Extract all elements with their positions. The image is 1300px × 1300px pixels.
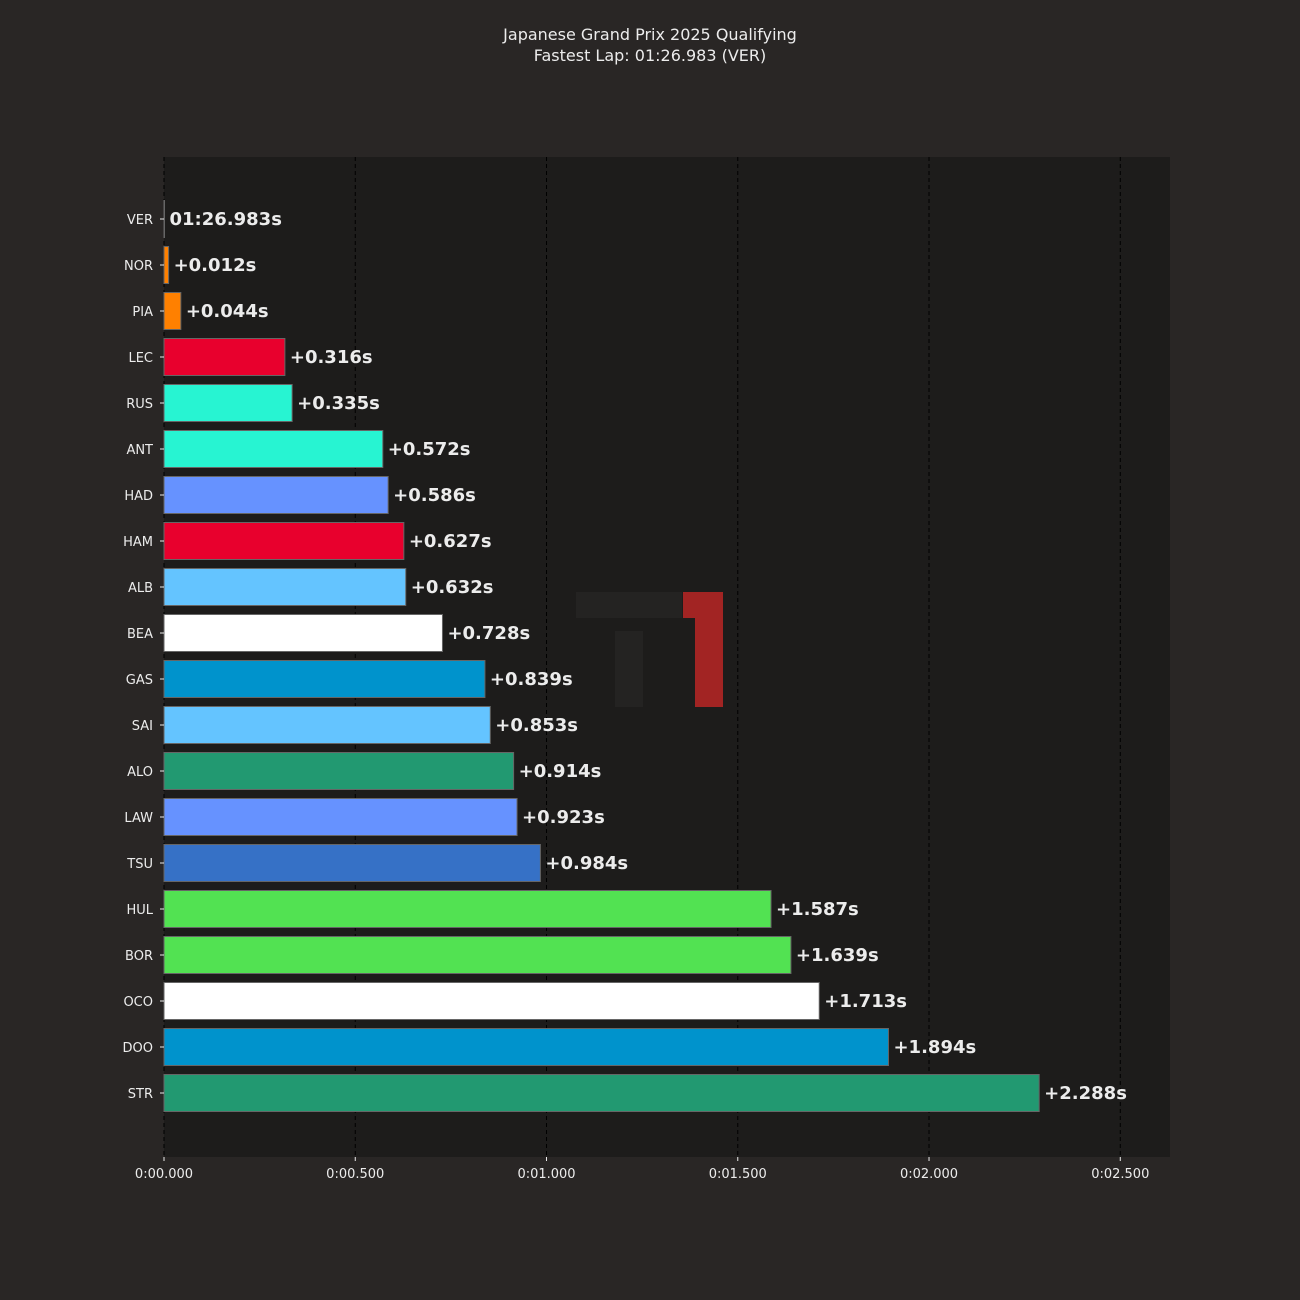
y-tick-label: RUS [126,397,153,412]
value-label: +0.728s [447,623,530,644]
value-label: +0.012s [174,255,257,276]
bar-oco [163,982,820,1020]
bar-str [163,1074,1040,1112]
bar-tsu [163,844,541,882]
value-label: 01:26.983s [170,209,282,230]
value-label: +0.984s [545,853,628,874]
bar-bor [163,936,792,974]
y-tick-label: BEA [127,627,153,642]
y-tick-label: OCO [123,995,153,1010]
bar-hul [163,890,772,928]
bar-ham [163,522,405,560]
bar-nor [163,246,170,284]
f1-logo-watermark [576,592,723,707]
y-tick-label: STR [128,1087,153,1102]
chart-title-line2: Fastest Lap: 01:26.983 (VER) [534,46,767,65]
x-tick-label: 0:00.500 [326,1167,384,1182]
value-label: +0.335s [297,393,380,414]
bar-lec [163,338,286,376]
value-label: +1.713s [824,991,907,1012]
bar-alb [163,568,407,606]
bar-sai [163,706,491,744]
value-label: +0.923s [522,807,605,828]
y-tick-label: HAM [123,535,153,550]
y-tick-label: LAW [124,811,153,826]
value-label: +0.586s [393,485,476,506]
value-label: +0.632s [411,577,494,598]
y-tick-label: ANT [126,443,153,458]
value-label: +1.894s [893,1037,976,1058]
y-tick-label: LEC [128,351,153,366]
x-tick-label: 0:02.000 [900,1167,958,1182]
x-tick-labels: 0:00.000 0:00.500 0:01.000 0:01.500 0:02.000… [135,1167,1149,1182]
bar-bea [163,614,443,652]
y-tick-label: PIA [132,305,153,320]
bar-doo [163,1028,889,1066]
x-tick-label: 0:00.000 [135,1167,193,1182]
chart-title-line1: Japanese Grand Prix 2025 Qualifying [502,25,797,44]
y-tick-label: HUL [126,903,153,918]
bar-pia [163,292,182,330]
y-tick-label: SAI [132,719,153,734]
y-tick-label: ALO [127,765,153,780]
y-tick-label: ALB [128,581,153,596]
y-tick-label: DOO [123,1041,153,1056]
x-tick-label: 0:02.500 [1091,1167,1149,1182]
bar-ant [163,430,384,468]
bar-rus [163,384,293,422]
y-tick-label: NOR [124,259,153,274]
value-label: +0.839s [490,669,573,690]
bar-gas [163,660,486,698]
y-tick-label: HAD [124,489,153,504]
y-tick-label: VER [127,213,153,228]
y-tick-label: GAS [126,673,153,688]
y-tick-label: TSU [126,857,153,872]
x-tick-label: 0:01.000 [517,1167,575,1182]
value-label: +1.639s [796,945,879,966]
value-label: +0.914s [519,761,602,782]
value-label: +0.853s [495,715,578,736]
bar-had [163,476,389,514]
value-labels: 01:26.983s +0.012s +0.044s +0.316s +0.335s +0… [170,209,1127,1104]
bar-ver [163,200,165,238]
value-label: +1.587s [776,899,859,920]
bars-group [163,200,1040,1112]
value-label: +0.627s [409,531,492,552]
y-tick-label: BOR [125,949,153,964]
value-label: +2.288s [1044,1083,1127,1104]
y-tick-labels: VER NOR PIA LEC RUS ANT HAD HAM ALB BEA GAS SAI ALO L… [123,213,164,1102]
value-label: +0.572s [388,439,471,460]
bar-alo [163,752,515,790]
x-tick-label: 0:01.500 [709,1167,767,1182]
value-label: +0.044s [186,301,269,322]
value-label: +0.316s [290,347,373,368]
bar-law [163,798,518,836]
